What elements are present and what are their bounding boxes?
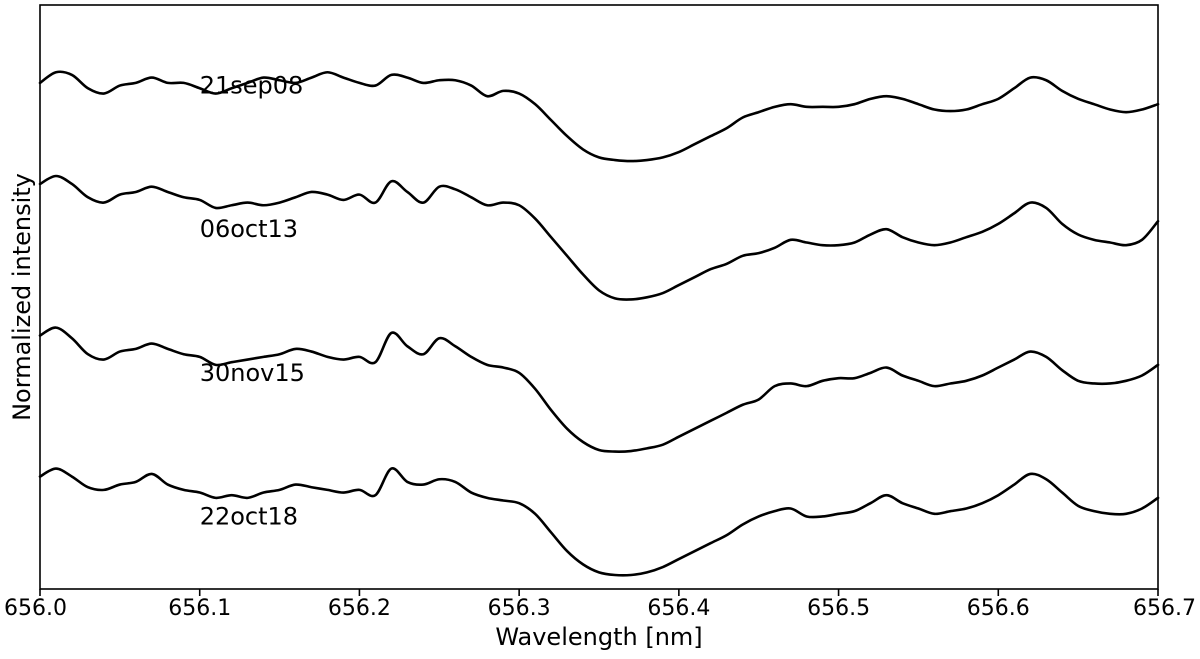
series-line-21sep08 bbox=[38, 70, 1160, 163]
x-tick-label: 656.1 bbox=[168, 596, 231, 621]
y-axis-label: Normalized intensity bbox=[8, 173, 36, 421]
x-tick-label: 656.7 bbox=[1133, 596, 1196, 621]
series-label-22oct18: 22oct18 bbox=[200, 502, 298, 530]
series-label-30nov15: 30nov15 bbox=[200, 359, 305, 387]
x-axis-label: Wavelength [nm] bbox=[495, 623, 702, 651]
series-line-06oct13 bbox=[38, 174, 1160, 301]
series-line-22oct18 bbox=[38, 467, 1160, 577]
series-line-30nov15 bbox=[38, 326, 1160, 453]
x-axis: 656.0 656.1 656.2 656.3 656.4 656.5 656.6 656.7 bbox=[4, 589, 1196, 621]
series-label-06oct13: 06oct13 bbox=[200, 215, 298, 243]
x-tick-label: 656.0 bbox=[4, 596, 67, 621]
x-tick-label: 656.6 bbox=[967, 596, 1030, 621]
plot-frame bbox=[39, 4, 1159, 590]
x-tick-label: 656.2 bbox=[328, 596, 391, 621]
series-label-21sep08: 21sep08 bbox=[200, 72, 304, 100]
x-tick-label: 656.5 bbox=[807, 596, 870, 621]
series-label-layer: 21sep08 06oct13 30nov15 22oct18 bbox=[200, 72, 305, 531]
x-tick-label: 656.3 bbox=[488, 596, 551, 621]
series-layer bbox=[38, 70, 1160, 577]
x-tick-label: 656.4 bbox=[647, 596, 710, 621]
